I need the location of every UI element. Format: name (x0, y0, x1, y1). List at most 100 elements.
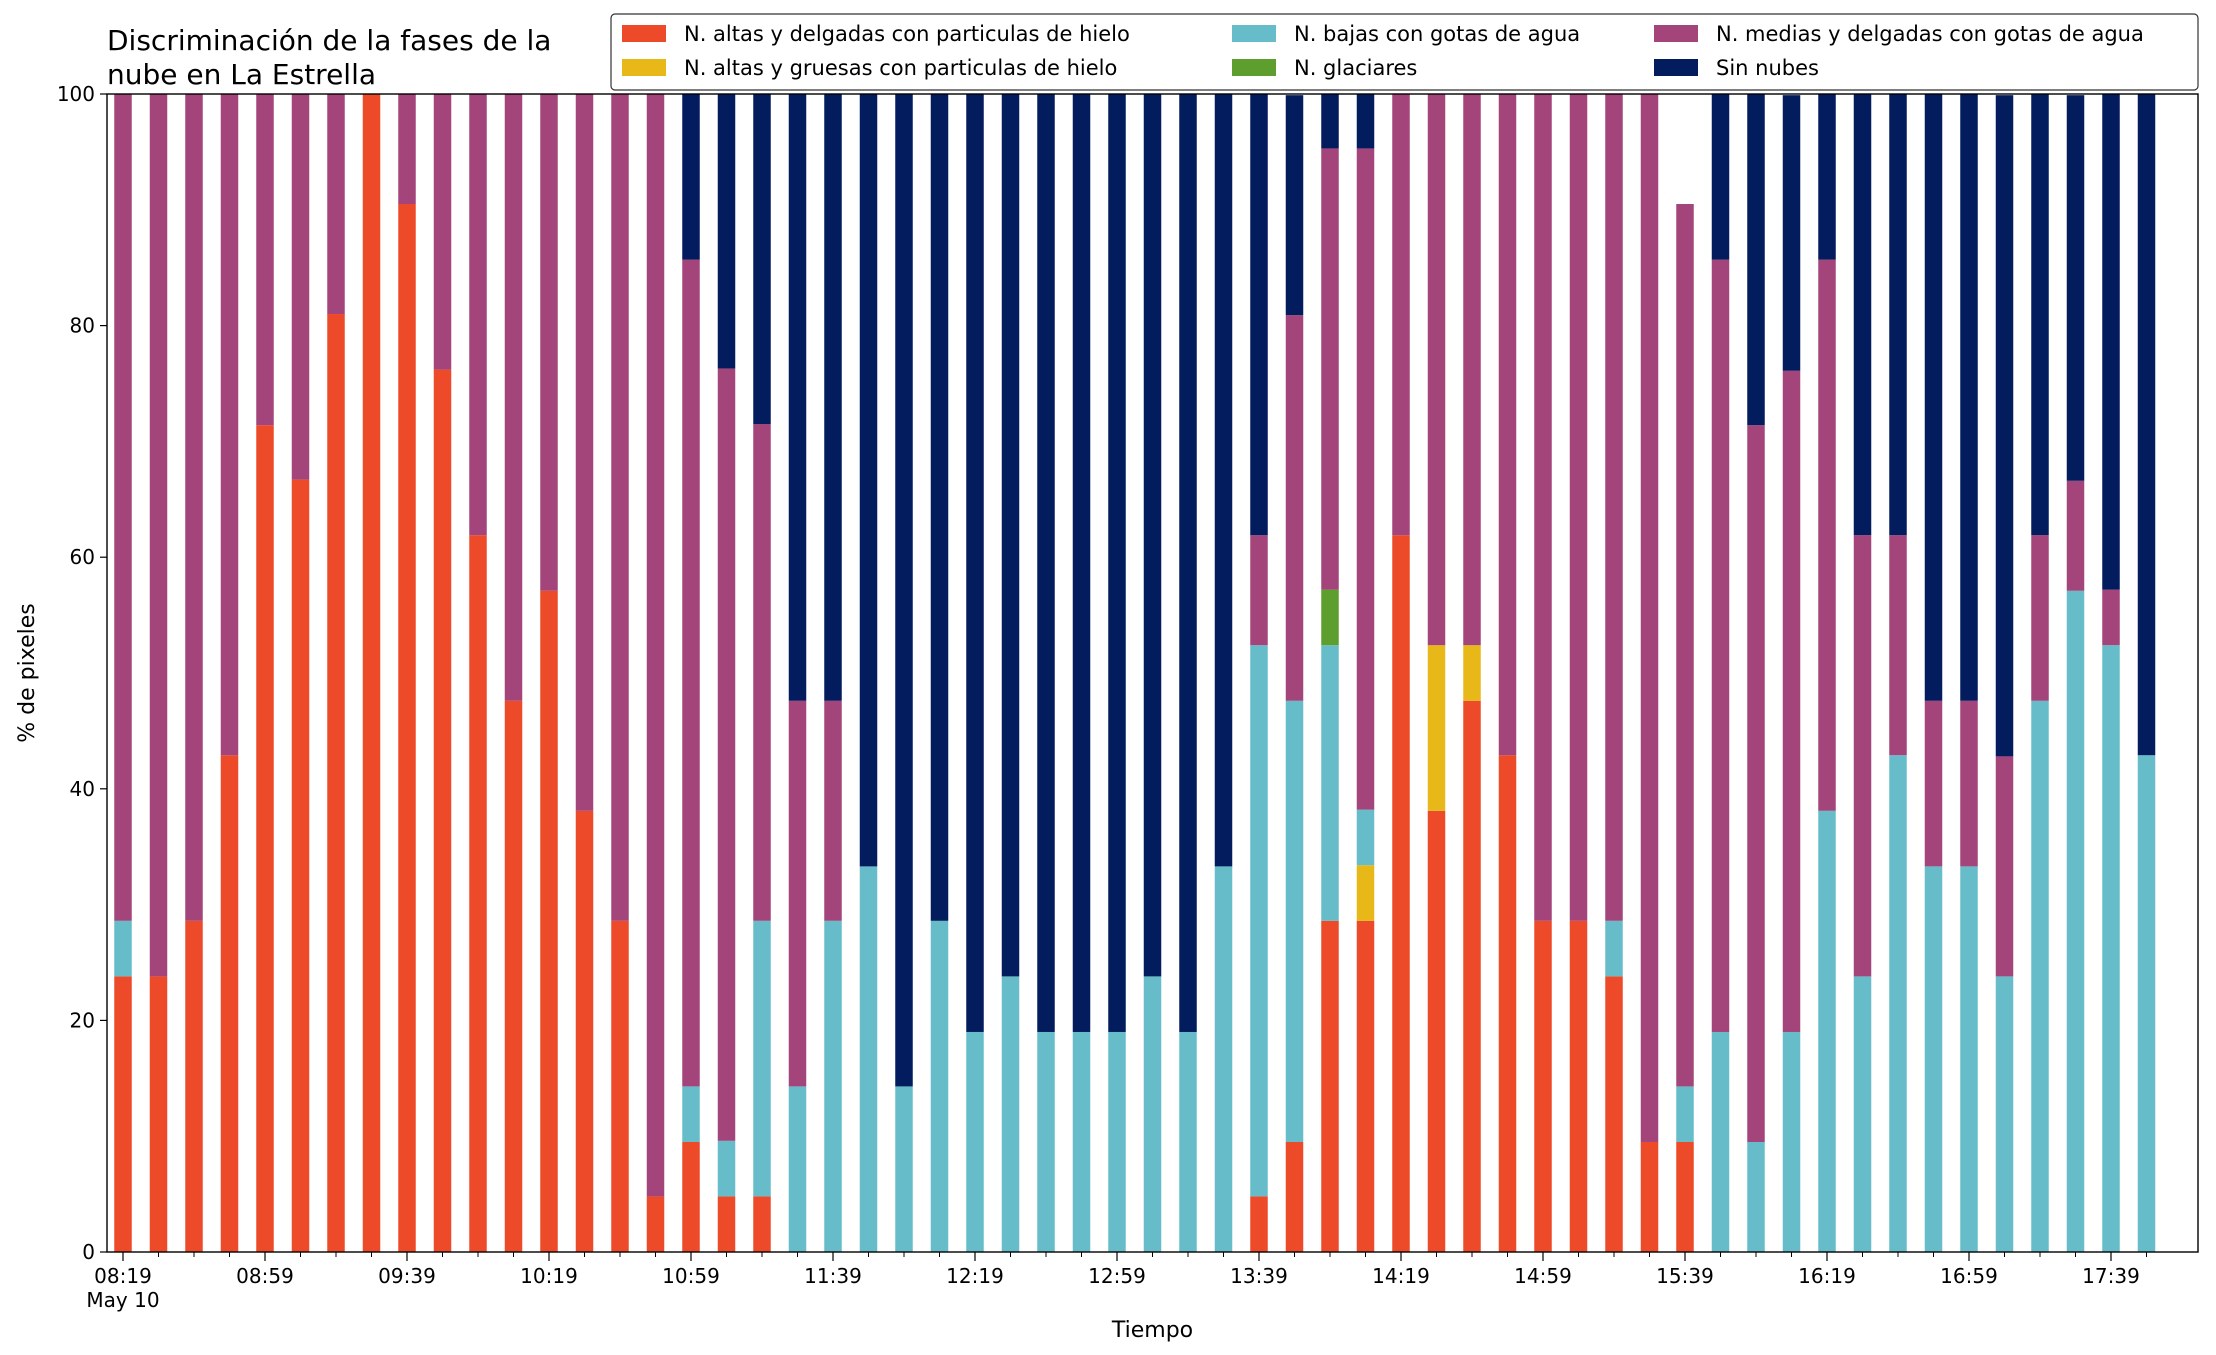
x-tick-label: 08:59 (236, 1264, 294, 1288)
bar-segment-series-2 (1072, 1031, 1091, 1252)
bar-segment-series-5 (2102, 94, 2120, 590)
legend-label: N. bajas con gotas de agua (1294, 22, 1580, 46)
bar-segment-series-2 (1889, 755, 1907, 1252)
bar-segment-series-4 (717, 368, 736, 1141)
bar-segment-series-5 (1321, 94, 1339, 149)
bar-segment-series-4 (469, 94, 487, 536)
bar-segment-series-4 (2031, 535, 2049, 701)
bar-segment-series-4 (1924, 700, 1943, 867)
bar-segment-series-2 (1250, 645, 1268, 1197)
bar-segment-series-4 (114, 94, 132, 921)
y-tick-label: 0 (82, 1240, 95, 1264)
legend-swatch (1232, 25, 1276, 42)
bar-segment-series-4 (1285, 315, 1304, 701)
bar-segment-series-2 (1711, 1031, 1730, 1252)
bar-segment-series-0 (398, 204, 416, 1252)
bar-segment-series-0 (1534, 920, 1552, 1252)
bar-segment-series-0 (753, 1196, 771, 1252)
bar-segment-series-4 (1356, 148, 1375, 810)
bar-segment-series-0 (1285, 1141, 1304, 1252)
bar-segment-series-5 (2031, 94, 2049, 536)
title-text: Discriminación de la fases de la nube en … (107, 24, 551, 91)
legend: N. altas y delgadas con particulas de hi… (610, 13, 2199, 91)
bar-segment-series-5 (1995, 95, 2014, 757)
bar-segment-series-5 (1889, 94, 1907, 536)
bar-segment-series-0 (291, 479, 310, 1252)
bar-segment-series-4 (433, 94, 452, 370)
bar-segment-series-2 (717, 1140, 736, 1197)
bar-segment-series-5 (1108, 94, 1126, 1032)
bar-segment-series-2 (1321, 645, 1339, 921)
bar-segment-series-5 (753, 94, 771, 425)
bar-segment-series-4 (824, 700, 842, 921)
legend-box (610, 13, 2199, 91)
bar-segment-series-2 (2066, 590, 2085, 1252)
bar-segment-series-0 (327, 314, 345, 1252)
bar-segment-series-2 (930, 920, 949, 1252)
bar-segment-series-4 (753, 424, 771, 921)
bar-segment-series-1 (1356, 865, 1375, 921)
x-axis: 08:19 May 10 08:59 09:39 10:19 10:59 11:39 12:1… (86, 1252, 2147, 1312)
bar-segment-series-0 (433, 369, 452, 1253)
bar-segment-series-5 (966, 94, 984, 1032)
bar-segment-series-4 (1392, 94, 1410, 536)
legend-item: N. glaciares (1232, 56, 1417, 80)
bar-segment-series-4 (1995, 756, 2014, 977)
bar-segment-series-0 (646, 1196, 665, 1252)
y-tick-label: 100 (57, 82, 95, 106)
bar-segment-series-4 (788, 700, 807, 1087)
bar-segment-series-4 (1569, 94, 1588, 921)
bar-segment-series-2 (114, 920, 132, 977)
bar-segment-series-4 (1498, 94, 1517, 756)
y-axis: 0 20 40 60 80 100 (57, 82, 107, 1264)
bar-segment-series-2 (895, 1086, 913, 1252)
legend-label: N. medias y delgadas con gotas de agua (1716, 22, 2144, 46)
bar-segment-series-5 (895, 94, 913, 1087)
x-tick-label: 17:39 (2082, 1264, 2140, 1288)
x-axis-label: Tiempo (1111, 1318, 1193, 1343)
bar-segment-series-0 (717, 1196, 736, 1252)
bar-segment-series-2 (1676, 1086, 1694, 1142)
bar-segment-series-2 (824, 920, 842, 1252)
x-tick-label: 10:59 (662, 1264, 720, 1288)
bar-segment-series-5 (1179, 94, 1197, 1032)
legend-label: N. glaciares (1294, 56, 1417, 80)
bar-segment-series-5 (1818, 94, 1836, 260)
bar-segment-series-2 (1853, 976, 1872, 1252)
x-tick-label: 10:19 (520, 1264, 578, 1288)
bar-segment-series-4 (1250, 535, 1268, 646)
legend-item: Sin nubes (1654, 56, 1819, 80)
bar-segment-series-0 (1392, 535, 1410, 1252)
bar-segment-series-0 (1463, 700, 1481, 1252)
bar-segment-series-2 (1960, 866, 1978, 1252)
bar-segment-series-2 (1285, 700, 1304, 1142)
legend-item: N. medias y delgadas con gotas de agua (1654, 22, 2144, 46)
bar-segment-series-2 (1605, 920, 1623, 977)
bar-segment-series-0 (1321, 920, 1339, 1252)
bar-segment-series-0 (362, 94, 381, 1252)
bars-layer (114, 94, 2156, 1253)
bar-segment-series-4 (646, 94, 665, 1197)
x-tick-label: 11:39 (804, 1264, 862, 1288)
bar-segment-series-0 (469, 535, 487, 1252)
bar-segment-series-2 (1037, 1031, 1055, 1252)
bar-segment-series-5 (1960, 94, 1978, 701)
bar-segment-series-0 (1250, 1196, 1268, 1252)
bar-segment-series-0 (1676, 1141, 1694, 1252)
bar-segment-series-0 (575, 810, 594, 1252)
bar-segment-series-2 (1995, 976, 2014, 1252)
bar-segment-series-3 (1321, 589, 1339, 646)
bar-segment-series-4 (1534, 94, 1552, 921)
bar-segment-series-0 (682, 1141, 700, 1252)
bar-segment-series-4 (185, 94, 203, 921)
x-tick-label: 15:39 (1656, 1264, 1714, 1288)
legend-swatch (1232, 59, 1276, 76)
bar-segment-series-1 (1427, 645, 1446, 811)
bar-segment-series-0 (611, 920, 629, 1252)
bar-segment-series-0 (540, 590, 558, 1252)
bar-segment-series-0 (185, 920, 203, 1252)
bar-segment-series-4 (1960, 700, 1978, 867)
x-tick-label: 13:39 (1230, 1264, 1288, 1288)
bar-segment-series-5 (859, 94, 878, 867)
